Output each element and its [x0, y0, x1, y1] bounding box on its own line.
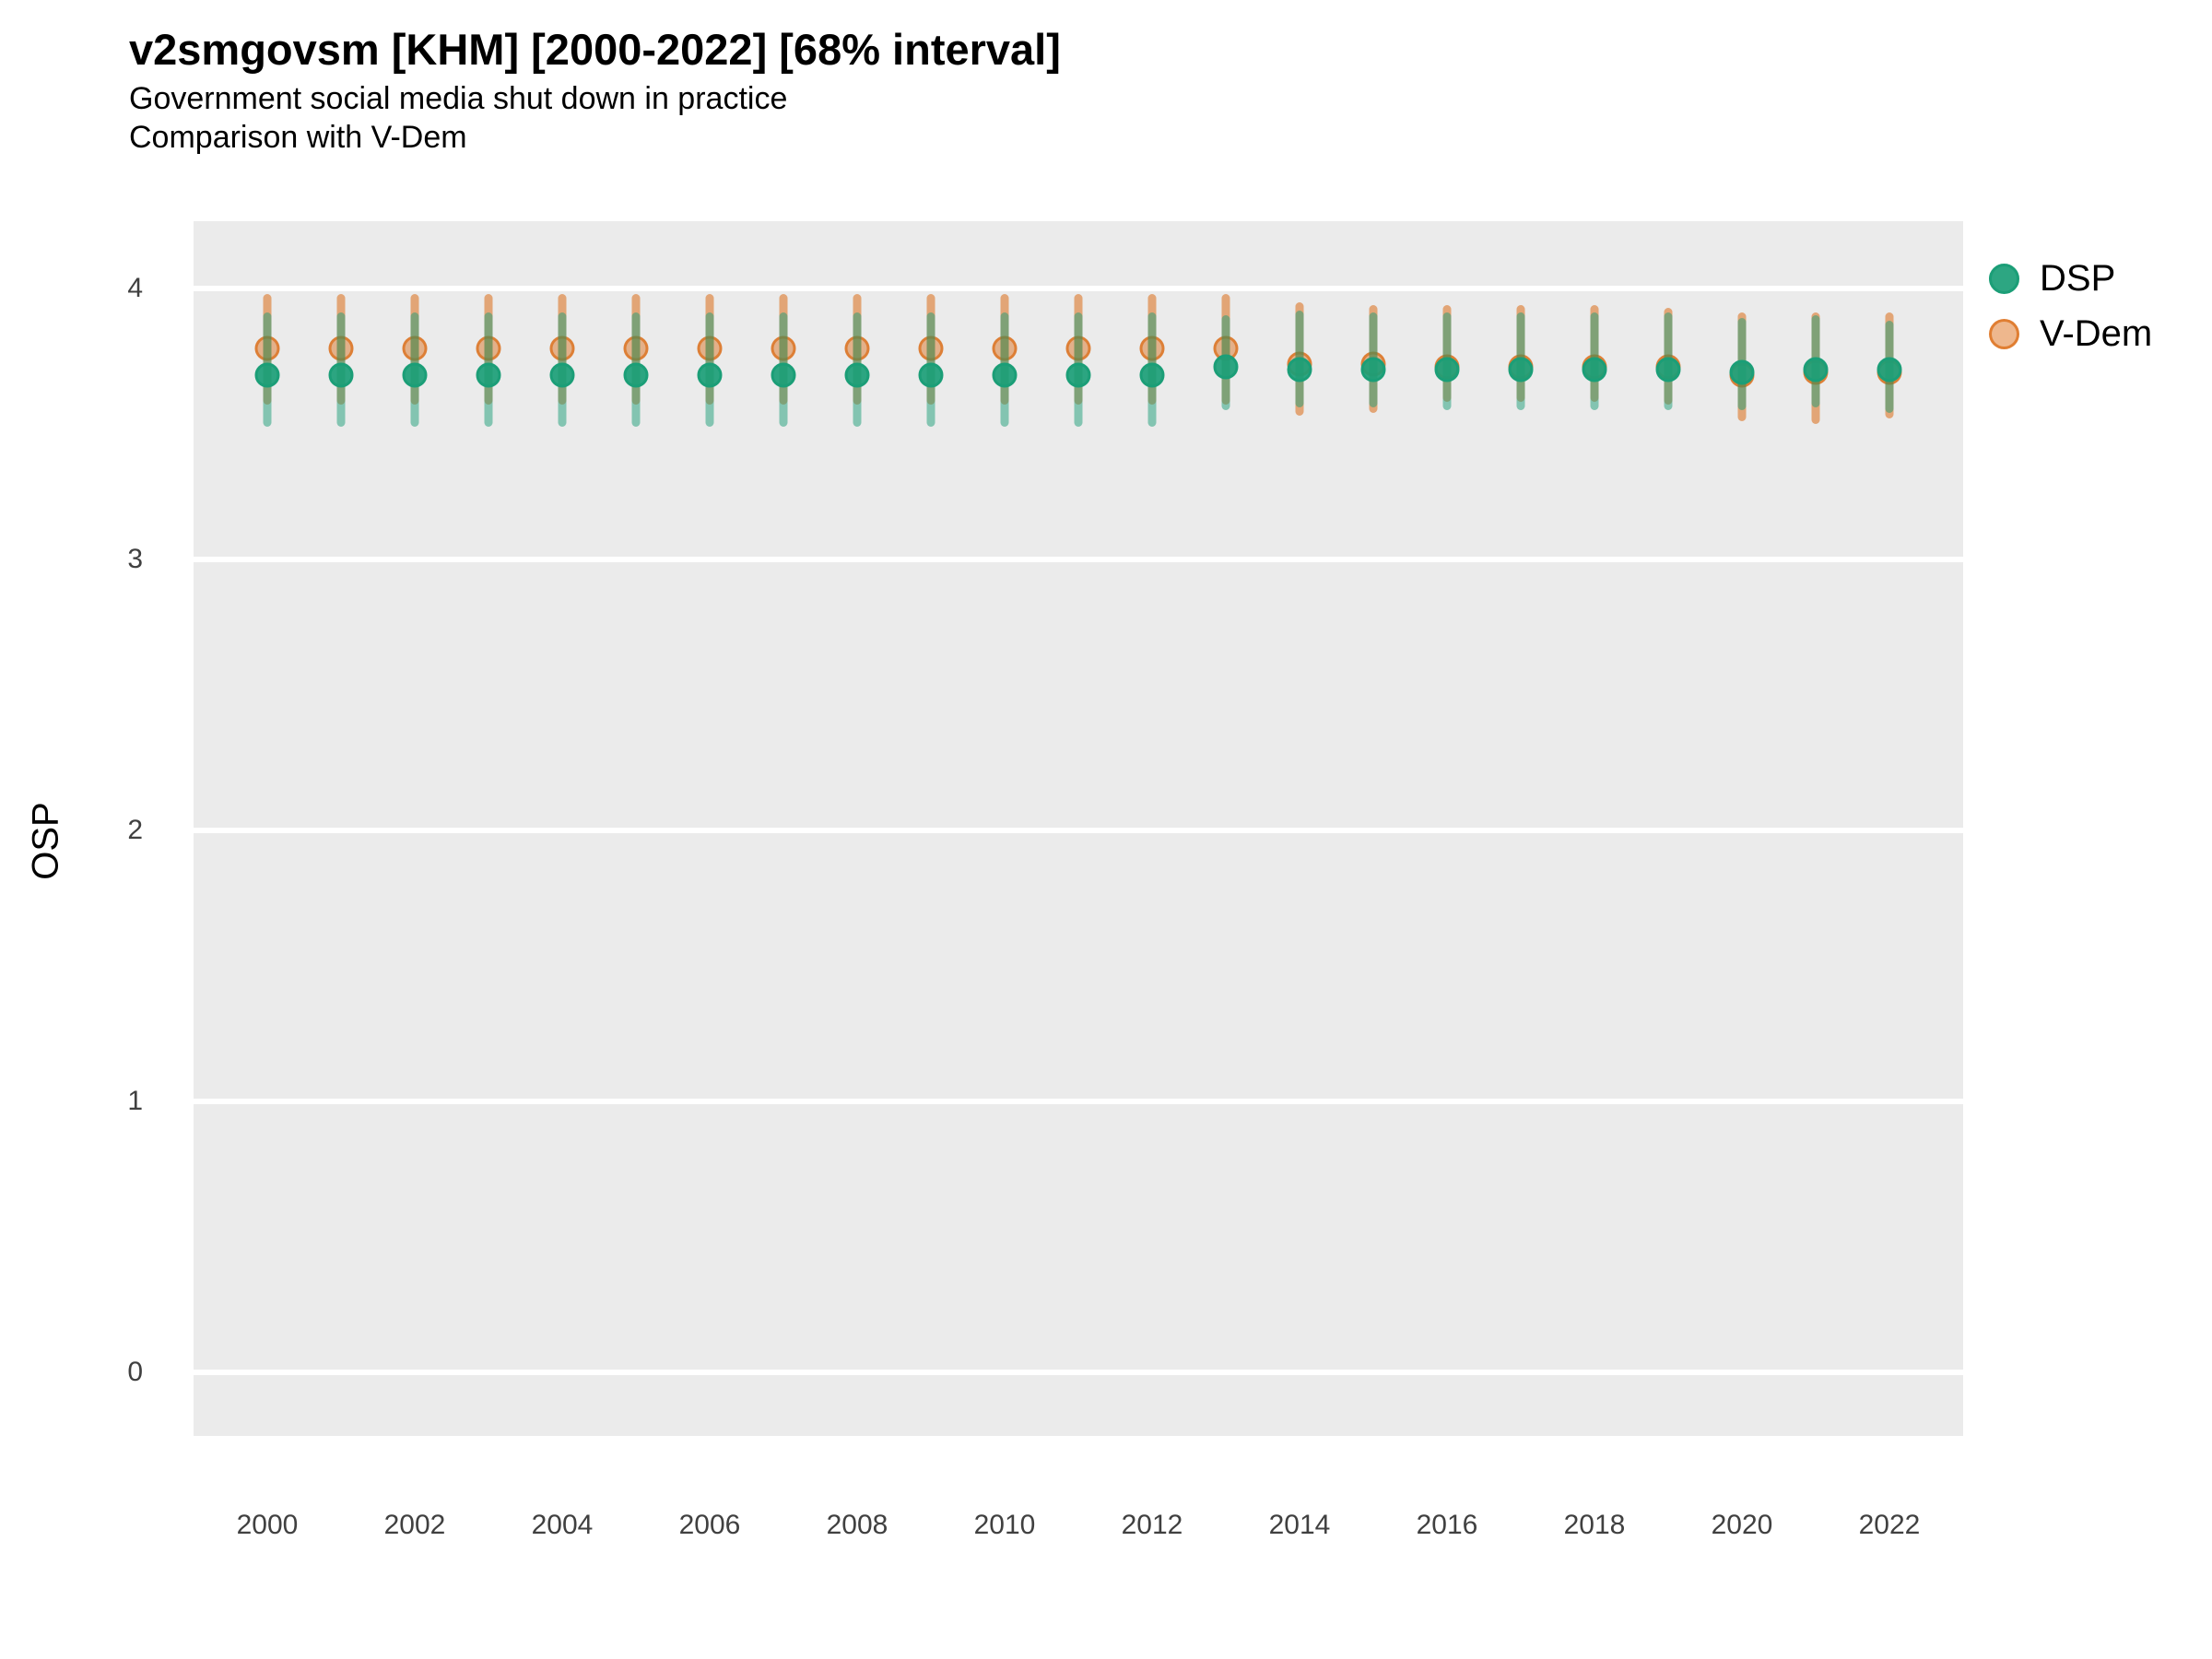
dsp-point-2021: [1803, 357, 1829, 382]
dsp-point-2000: [254, 362, 280, 388]
y-tick-label-3: 3: [127, 544, 143, 574]
dsp-point-2010: [992, 362, 1018, 388]
y-tick-label-1: 1: [127, 1086, 143, 1116]
y-tick-label-0: 0: [127, 1357, 143, 1387]
dsp-point-2006: [697, 362, 723, 388]
dsp-point-2003: [476, 362, 501, 388]
dsp-point-2018: [1582, 357, 1607, 382]
x-tick-label-2012: 2012: [1121, 1510, 1183, 1540]
legend-swatch-dsp-icon: [1989, 263, 2019, 294]
gridline-y-1: [194, 1099, 1963, 1104]
dsp-point-2005: [623, 362, 649, 388]
chart-title: v2smgovsm [KHM] [2000-2022] [68% interva…: [129, 25, 1061, 74]
legend-entry-v-dem: V-Dem: [1989, 306, 2152, 361]
x-tick-label-2002: 2002: [383, 1510, 446, 1540]
legend-label-v-dem: V-Dem: [2040, 312, 2153, 354]
x-tick-label-2016: 2016: [1416, 1510, 1478, 1540]
x-tick-label-2022: 2022: [1858, 1510, 1921, 1540]
dsp-point-2017: [1508, 357, 1534, 382]
y-tick-label-4: 4: [127, 273, 143, 303]
dsp-point-2004: [549, 362, 575, 388]
dsp-point-2019: [1655, 357, 1681, 382]
dsp-point-2012: [1139, 362, 1165, 388]
legend-label-dsp: DSP: [2040, 257, 2116, 299]
x-tick-label-2004: 2004: [531, 1510, 594, 1540]
dsp-point-2015: [1360, 357, 1386, 382]
y-tick-label-2: 2: [127, 815, 143, 845]
x-tick-label-2000: 2000: [236, 1510, 299, 1540]
gridline-y-3: [194, 557, 1963, 562]
legend-swatch-v-dem-icon: [1989, 318, 2019, 349]
x-tick-label-2018: 2018: [1563, 1510, 1626, 1540]
gridline-y-0: [194, 1370, 1963, 1375]
dsp-point-2014: [1287, 357, 1312, 382]
x-tick-label-2014: 2014: [1268, 1510, 1331, 1540]
dsp-point-2011: [1065, 362, 1091, 388]
chart-comparison-note: Comparison with V-Dem: [129, 120, 467, 155]
legend-entry-dsp: DSP: [1989, 251, 2152, 306]
dsp-point-2020: [1729, 359, 1755, 385]
dsp-point-2001: [328, 362, 354, 388]
dsp-point-2007: [771, 362, 796, 388]
x-tick-label-2006: 2006: [678, 1510, 741, 1540]
y-axis-title: OSP: [25, 802, 66, 880]
gridline-y-2: [194, 828, 1963, 833]
x-tick-label-2020: 2020: [1711, 1510, 1773, 1540]
dsp-point-2002: [402, 362, 428, 388]
chart-subtitle: Government social media shut down in pra…: [129, 81, 788, 116]
dsp-point-2008: [844, 362, 870, 388]
x-tick-label-2010: 2010: [973, 1510, 1036, 1540]
legend: DSP V-Dem: [1989, 251, 2152, 361]
dsp-point-2009: [918, 362, 944, 388]
dsp-point-2022: [1877, 357, 1902, 382]
x-tick-label-2008: 2008: [826, 1510, 888, 1540]
dsp-point-2016: [1434, 357, 1460, 382]
gridline-y-4: [194, 286, 1963, 291]
dsp-point-2013: [1213, 354, 1239, 380]
plot-panel: [194, 221, 1963, 1436]
